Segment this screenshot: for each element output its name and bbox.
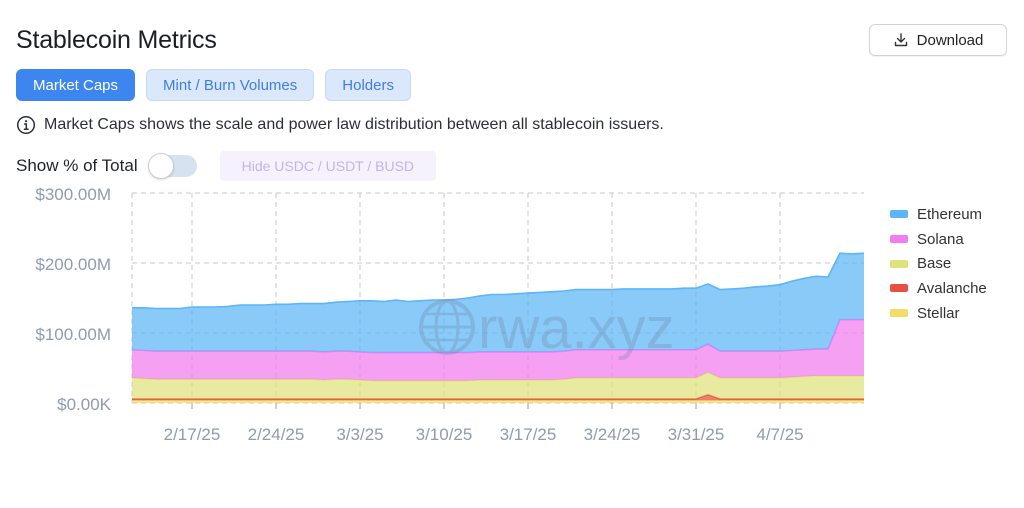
x-tick-label: 4/7/25	[756, 425, 803, 444]
watermark-text: rwa.xyz	[478, 296, 675, 361]
watermark: rwa.xyz	[419, 296, 675, 361]
legend-item-base[interactable]: Base	[890, 251, 987, 276]
legend-label: Solana	[917, 230, 964, 248]
tab-holders[interactable]: Holders	[325, 69, 411, 101]
y-tick-label: $0.00K	[57, 395, 112, 414]
y-tick-label: $300.00M	[35, 185, 111, 204]
area-ethereum[interactable]	[132, 253, 864, 353]
area-base[interactable]	[132, 372, 864, 399]
chart-legend: Ethereum Solana Base Avalanche Stellar	[890, 202, 987, 325]
info-line: Market Caps shows the scale and power la…	[16, 115, 664, 135]
legend-label: Ethereum	[917, 205, 983, 223]
legend-swatch	[890, 235, 908, 244]
legend-label: Stellar	[917, 304, 960, 322]
toggle-knob[interactable]	[147, 153, 174, 179]
area-solana[interactable]	[132, 319, 864, 381]
market-cap-chart: rwa.xyz $0.00K $100.00M $200.00M $300.00M 2…	[35, 185, 865, 444]
x-tick-label: 3/17/25	[500, 425, 557, 444]
download-label: Download	[916, 31, 984, 49]
x-axis: 2/17/25 2/24/25 3/3/25 3/10/25 3/17/25 3/24/2…	[164, 403, 804, 444]
tab-market-caps[interactable]: Market Caps	[16, 69, 136, 101]
legend-item-ethereum[interactable]: Ethereum	[890, 202, 987, 227]
legend-swatch	[890, 284, 908, 293]
chart-areas	[131, 252, 865, 403]
y-tick-label: $100.00M	[35, 325, 111, 344]
tab-mint-burn-volumes[interactable]: Mint / Burn Volumes	[146, 69, 315, 101]
show-pct-toggle[interactable]	[147, 153, 197, 179]
x-tick-label: 3/10/25	[416, 425, 473, 444]
legend-item-stellar[interactable]: Stellar	[890, 301, 987, 326]
y-tick-label: $200.00M	[35, 255, 111, 274]
page-title: Stablecoin Metrics	[16, 26, 217, 54]
legend-item-solana[interactable]: Solana	[890, 227, 987, 252]
legend-label: Avalanche	[917, 279, 987, 297]
download-icon	[894, 33, 907, 47]
legend-swatch	[890, 259, 908, 268]
download-button[interactable]: Download	[869, 24, 1007, 56]
legend-item-avalanche[interactable]: Avalanche	[890, 276, 987, 301]
x-tick-label: 3/31/25	[668, 425, 725, 444]
x-tick-label: 2/17/25	[164, 425, 221, 444]
y-axis: $0.00K $100.00M $200.00M $300.00M	[35, 185, 111, 414]
globe-icon	[419, 299, 475, 355]
legend-swatch	[890, 210, 908, 219]
info-icon	[16, 115, 36, 135]
x-tick-label: 2/24/25	[248, 425, 305, 444]
chart-controls: Show % of Total Hide USDC / USDT / BUSD	[16, 151, 437, 181]
line-ethereum	[132, 252, 865, 310]
legend-label: Base	[917, 255, 952, 273]
x-tick-label: 3/3/25	[336, 425, 383, 444]
show-pct-label: Show % of Total	[16, 156, 138, 175]
legend-swatch	[890, 309, 908, 318]
info-text: Market Caps shows the scale and power la…	[44, 116, 664, 133]
hide-major-stablecoins-button[interactable]: Hide USDC / USDT / BUSD	[219, 151, 437, 181]
metric-tabs: Market Caps Mint / Burn Volumes Holders	[16, 69, 411, 101]
x-tick-label: 3/24/25	[584, 425, 641, 444]
